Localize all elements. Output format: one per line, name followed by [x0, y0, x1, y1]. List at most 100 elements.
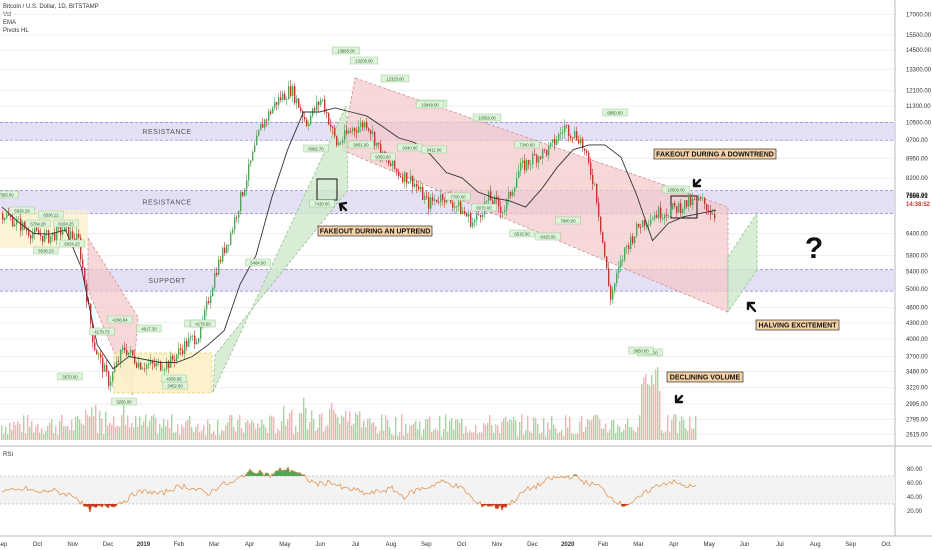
time-tick-label: Sep — [845, 542, 856, 548]
volume-bar — [373, 422, 375, 440]
volume-bar — [377, 434, 379, 440]
pivot-label: 3452.00 — [167, 384, 183, 389]
pivots-indicator-label[interactable]: Pivots HL — [3, 28, 29, 34]
candle-body — [264, 119, 266, 128]
volume-bar — [79, 419, 81, 440]
volume-bar — [319, 414, 321, 440]
candle-body — [626, 245, 628, 248]
candle-body — [156, 362, 158, 367]
candle-body — [392, 160, 394, 167]
time-tick-label: Nov — [492, 542, 503, 548]
volume-bar — [619, 426, 621, 440]
volume-bar — [633, 430, 635, 440]
volume-bar — [347, 421, 349, 440]
candle-body — [670, 208, 672, 216]
candle-body — [78, 233, 80, 238]
volume-bar — [659, 390, 661, 440]
candle-body — [410, 175, 412, 182]
volume-bar — [283, 405, 285, 440]
candle-body — [132, 350, 134, 356]
volume-bar — [109, 422, 111, 440]
volume-bar — [205, 435, 207, 440]
candle-body — [564, 125, 566, 132]
volume-bar — [289, 413, 291, 440]
candle-body — [628, 245, 630, 249]
candle-body — [498, 199, 500, 207]
volume-bar — [665, 431, 667, 440]
callout-box — [317, 225, 433, 237]
candle-body — [502, 212, 504, 213]
volume-bar — [307, 429, 309, 440]
pivot-label: 6536.23 — [38, 249, 54, 254]
rsi-pane-label[interactable]: RSI — [3, 452, 14, 458]
candle-body — [402, 176, 404, 182]
volume-bar — [555, 428, 557, 440]
candle-body — [676, 206, 678, 213]
candle-body — [512, 191, 514, 196]
volume-bar — [645, 374, 647, 440]
volume-bar — [369, 418, 371, 440]
candle-body — [114, 367, 116, 373]
pivot-label: 7340.00 — [519, 143, 535, 148]
candle-body — [352, 128, 354, 132]
candle-body — [602, 231, 604, 243]
candle-body — [148, 363, 150, 365]
ema-indicator-label[interactable]: EMA — [3, 20, 17, 26]
candle-body — [182, 350, 184, 354]
candle-body — [216, 272, 218, 275]
candle-body — [606, 256, 608, 269]
volume-bar — [301, 413, 303, 440]
candle-body — [328, 113, 330, 125]
volume-bar — [609, 429, 611, 440]
candle-body — [464, 211, 466, 214]
candle-body — [482, 214, 484, 218]
volume-bar — [195, 426, 197, 440]
volume-bar — [257, 423, 259, 440]
time-tick-label: Aug — [386, 542, 397, 548]
volume-bar — [525, 429, 527, 440]
candle-body — [130, 350, 132, 353]
vol-indicator-label[interactable]: Vol — [3, 12, 12, 18]
candle-body — [294, 86, 296, 104]
volume-bar — [547, 422, 549, 440]
time-tick-label: Oct — [881, 542, 891, 548]
pivot-label-box — [445, 192, 471, 201]
volume-bar — [643, 377, 645, 440]
time-tick-label: Apr — [669, 542, 678, 548]
volume-bar — [663, 432, 665, 440]
time-tick-label: Nov — [67, 542, 78, 548]
candle-body — [642, 220, 644, 228]
volume-bar — [397, 435, 399, 440]
volume-bar — [401, 414, 403, 440]
volume-bar — [411, 425, 413, 440]
candle-body — [70, 231, 72, 240]
candle-body — [552, 139, 554, 143]
volume-bar — [241, 428, 243, 440]
time-tick-label: Dec — [103, 542, 114, 548]
pivot-label-box — [415, 100, 445, 109]
pivot-label: 3850.00 — [633, 349, 649, 354]
zone-label: RESISTANCE — [142, 199, 191, 206]
candle-body — [204, 309, 206, 320]
symbol-title[interactable]: Bitcoin / U.S. Dollar, 1D, BITSTAMP — [3, 4, 99, 10]
volume-bar — [39, 432, 41, 440]
volume-bar — [461, 418, 463, 440]
price-tick-label: 14500.00 — [906, 48, 932, 54]
candle-body — [542, 149, 544, 159]
volume-bar — [409, 425, 411, 440]
candle-body — [106, 365, 108, 372]
candle-body — [522, 160, 524, 163]
time-tick-label: Oct — [33, 542, 43, 548]
candle-body — [508, 191, 510, 200]
volume-bar — [351, 425, 353, 440]
volume-bar — [327, 425, 329, 440]
candle-body — [4, 218, 6, 221]
volume-bar — [211, 433, 213, 440]
candle-body — [136, 363, 138, 368]
candle-body — [530, 164, 532, 166]
candle-body — [398, 171, 400, 177]
volume-bar — [245, 422, 247, 440]
candle-body — [176, 354, 178, 362]
volume-bar — [545, 435, 547, 440]
